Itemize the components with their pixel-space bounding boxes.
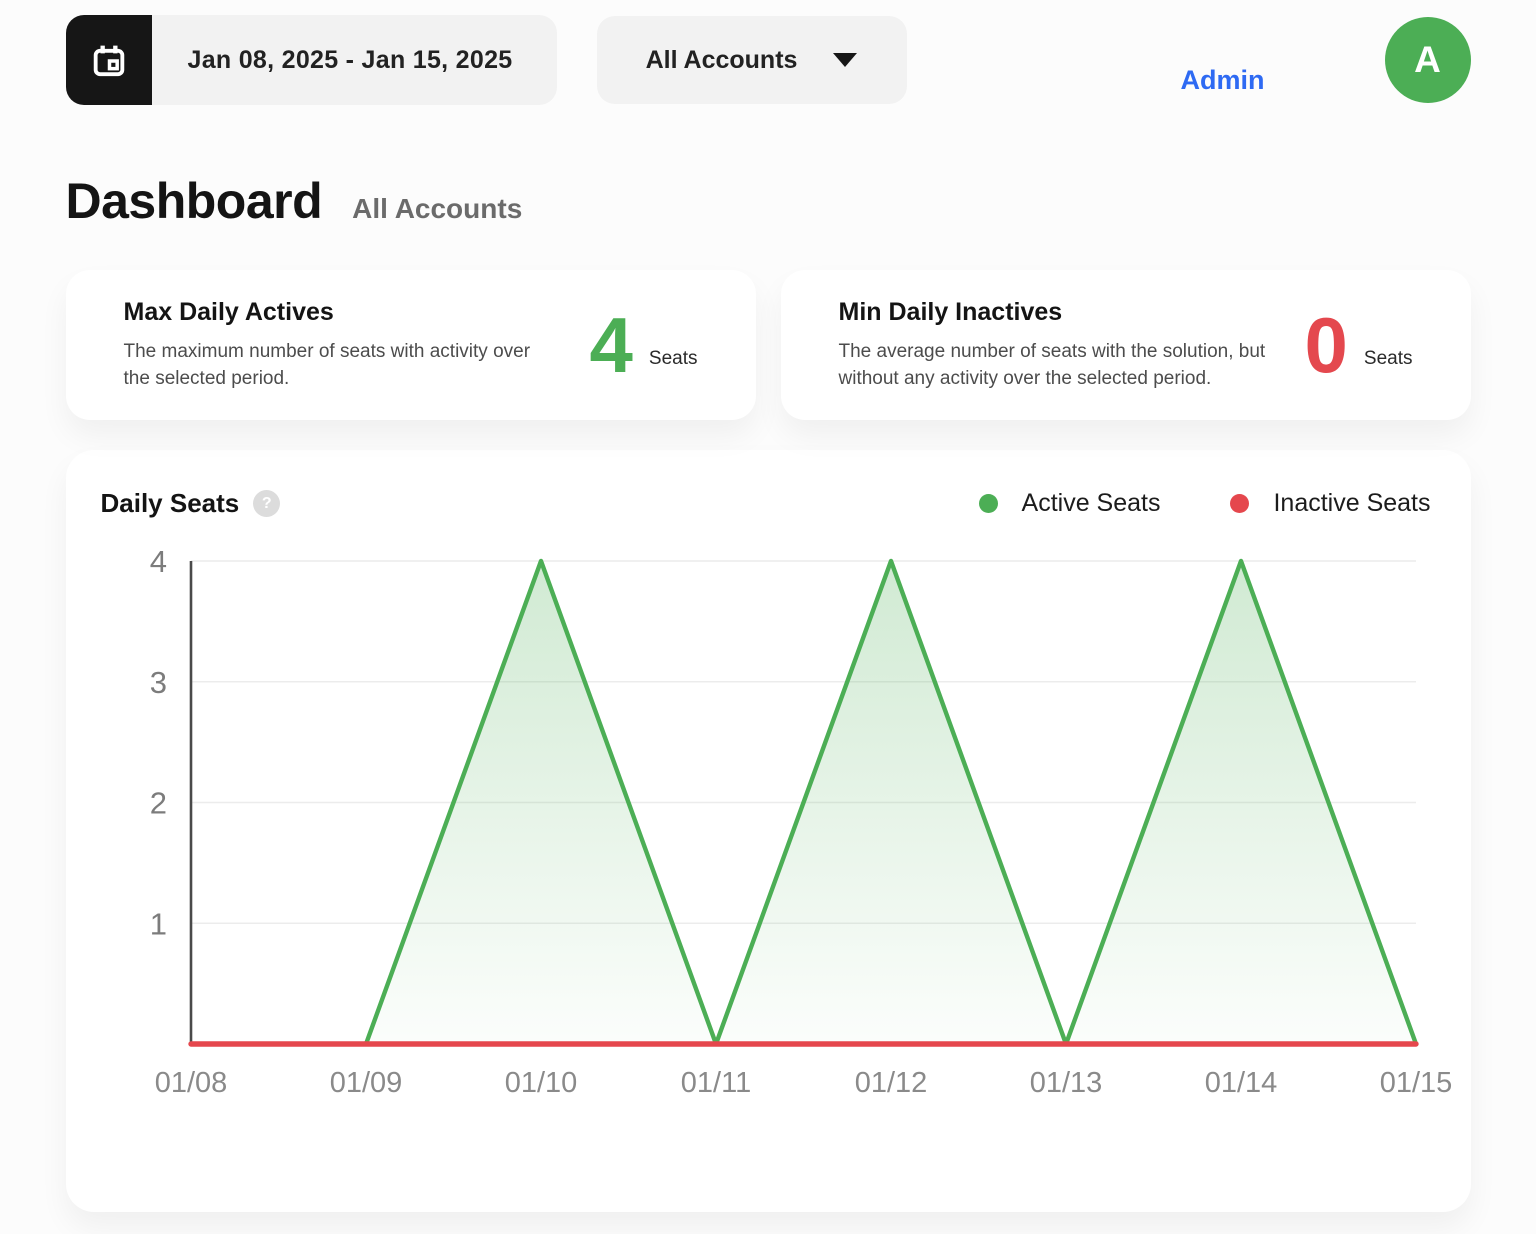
avatar-initial: A (1414, 39, 1441, 80)
caret-down-icon (833, 53, 858, 67)
stat-card-value-wrap: 4 Seats (590, 306, 698, 384)
x-tick-label: 01/08 (154, 1067, 227, 1099)
stat-card-value: 4 (589, 301, 633, 389)
date-range-label: Jan 08, 2025 - Jan 15, 2025 (187, 45, 513, 74)
x-tick-label: 01/13 (1029, 1067, 1102, 1099)
y-tick-label: 4 (149, 544, 166, 579)
legend-label: Inactive Seats (1273, 489, 1431, 517)
legend-label: Active Seats (1021, 489, 1161, 517)
accounts-dropdown[interactable]: All Accounts (596, 16, 907, 104)
legend-item-inactive-seats[interactable]: Inactive Seats (1230, 489, 1431, 518)
stat-card-unit: Seats (648, 348, 698, 369)
stat-card-max-daily-actives: Max Daily Actives The maximum number of … (65, 270, 756, 420)
stat-card-title: Max Daily Actives (123, 297, 334, 326)
chart-header: Daily Seats ? Active Seats Inactive Seat… (66, 488, 1471, 519)
help-icon[interactable]: ? (253, 490, 281, 517)
y-tick-label: 1 (149, 906, 166, 941)
daily-seats-card: Daily Seats ? Active Seats Inactive Seat… (65, 450, 1471, 1212)
date-range-picker[interactable]: Jan 08, 2025 - Jan 15, 2025 (65, 15, 557, 105)
stat-card-unit: Seats (1363, 348, 1413, 369)
stat-card-value-wrap: 0 Seats (1305, 306, 1413, 384)
active-seats-line (188, 558, 1418, 1047)
legend-dot-active (978, 494, 998, 513)
page-subtitle: All Accounts (352, 193, 523, 224)
x-tick-label: 01/09 (329, 1067, 402, 1099)
y-tick-label: 3 (149, 665, 166, 700)
chart-area: 1 2 3 4 01/08 01/09 01/10 01/11 01/12 01/13 01/14 0… (66, 541, 1471, 1136)
stat-cards-row: Max Daily Actives The maximum number of … (65, 270, 1471, 420)
top-bar: Jan 08, 2025 - Jan 15, 2025 All Accounts… (65, 14, 1471, 106)
stat-card-title: Min Daily Inactives (838, 297, 1063, 326)
legend-dot-inactive (1230, 494, 1250, 513)
stat-card-min-daily-inactives: Min Daily Inactives The average number o… (780, 270, 1471, 420)
page: Jan 08, 2025 - Jan 15, 2025 All Accounts… (65, 0, 1471, 1212)
stat-card-description: The average number of seats with the sol… (838, 340, 1266, 389)
chart-legend: Active Seats Inactive Seats (978, 489, 1431, 518)
x-tick-label: 01/10 (504, 1067, 577, 1099)
stat-card-texts: Min Daily Inactives The average number o… (839, 298, 1269, 393)
x-tick-label: 01/14 (1204, 1067, 1277, 1099)
page-title: Dashboard (65, 173, 323, 229)
chart-title: Daily Seats (100, 488, 240, 518)
admin-link[interactable]: Admin (1180, 64, 1265, 95)
stat-card-texts: Max Daily Actives The maximum number of … (124, 298, 554, 393)
x-tick-label: 01/15 (1379, 1067, 1452, 1099)
stat-card-description: The maximum number of seats with activit… (123, 340, 531, 389)
x-tick-label: 01/12 (854, 1067, 927, 1099)
calendar-icon (65, 15, 152, 105)
avatar[interactable]: A (1384, 17, 1471, 103)
stat-card-value: 0 (1304, 301, 1348, 389)
daily-seats-chart: 1 2 3 4 01/08 01/09 01/10 01/11 01/12 01/13 01/14 0… (149, 544, 1452, 1099)
x-tick-label: 01/11 (680, 1067, 750, 1099)
y-tick-label: 2 (149, 786, 166, 821)
title-row: Dashboard All Accounts (66, 172, 1471, 230)
legend-item-active-seats[interactable]: Active Seats (978, 489, 1161, 518)
accounts-dropdown-label: All Accounts (645, 45, 798, 74)
